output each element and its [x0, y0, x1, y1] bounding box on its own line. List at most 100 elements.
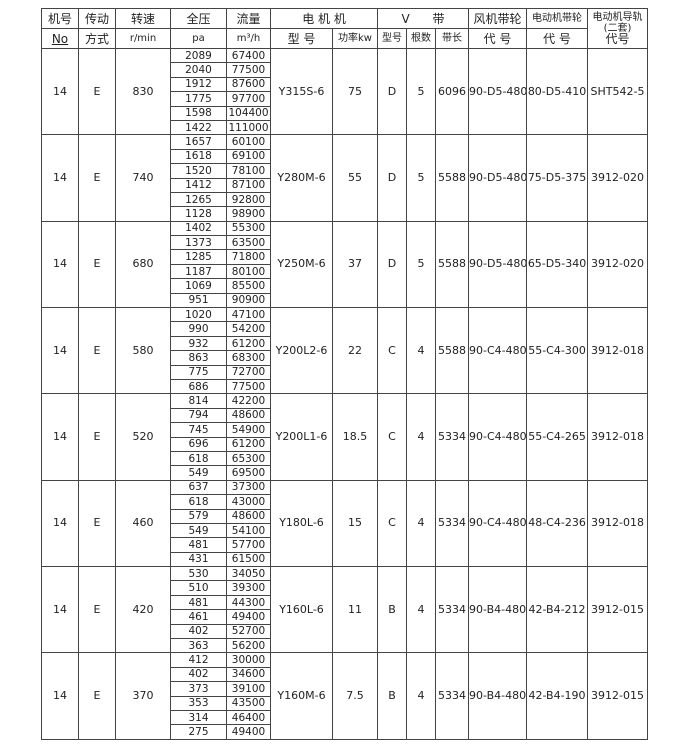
cell-pressure: 549	[170, 522, 227, 539]
cell-rail: 3912-020	[587, 134, 649, 222]
cell-pressure: 412	[170, 652, 227, 668]
table-row: 863 68300	[42, 350, 648, 366]
table-row: 549 54100	[42, 522, 648, 539]
cell-rail: 3912-018	[587, 307, 649, 395]
cell-pressure: 814	[170, 393, 227, 409]
table-row: 402 52700	[42, 623, 648, 640]
cell-drive: E	[78, 652, 116, 740]
cell-motor-power: 75	[331, 47, 379, 136]
header-flow-sub: m³/h	[226, 28, 271, 49]
cell-belt-type: D	[377, 220, 408, 309]
cell-drive: E	[78, 134, 116, 222]
cell-belt-count: 4	[406, 307, 437, 395]
cell-drive: E	[78, 566, 116, 654]
cell-pressure: 618	[170, 450, 227, 467]
cell-speed: 520	[115, 393, 171, 481]
cell-fan-pulley: 90-D5-480	[468, 47, 528, 136]
cell-motor-pulley: 55-C4-300	[526, 307, 589, 395]
header-drive-sub: 方式	[78, 28, 116, 49]
cell-flow: 85500	[226, 278, 271, 294]
cell-speed: 460	[115, 479, 171, 568]
header-motor-pulley-sub: 代 号	[526, 28, 589, 49]
header-drive: 传动	[78, 8, 116, 29]
table-row: 745 54900	[42, 422, 648, 438]
cell-no: 14	[41, 47, 79, 136]
cell-belt-count: 4	[406, 479, 437, 568]
cell-pressure: 353	[170, 695, 227, 711]
header-motor-power: 功率kw	[331, 28, 379, 49]
cell-flow: 68300	[226, 350, 271, 366]
fan-spec-table: 机号 传动 转速 全压 流量 电 机 机 V 带 风机带轮 电动机带轮 电动机导…	[41, 8, 649, 740]
cell-motor-power: 7.5	[331, 652, 379, 740]
cell-fan-pulley: 90-D5-480	[468, 134, 528, 222]
cell-pressure: 775	[170, 364, 227, 380]
cell-flow: 60100	[226, 134, 271, 150]
table-row: 14 E 420 530 34050 Y160L-6 11 B 4 5334 90-B4-480 42…	[41, 566, 649, 654]
table-row: 14 E 580 1020 47100 Y200L2-6 22 C 4 5588 90-C4-480…	[41, 307, 649, 395]
cell-motor-pulley: 42-B4-212	[526, 566, 589, 654]
cell-pressure: 1285	[170, 249, 227, 265]
cell-flow: 57700	[226, 537, 271, 553]
cell-flow: 30000	[226, 652, 271, 668]
cell-pressure: 510	[170, 580, 227, 596]
cell-fan-pulley: 90-C4-480	[468, 307, 528, 395]
cell-motor-power: 18.5	[331, 393, 379, 481]
table-row: 481 44300	[42, 594, 648, 611]
table-row: 1128 98900	[42, 206, 648, 222]
cell-flow: 54200	[226, 321, 271, 337]
cell-flow: 44300	[226, 594, 271, 611]
cell-no: 14	[41, 134, 79, 222]
header-motor: 电 机 机	[269, 8, 379, 29]
table-row: 1422 111000	[42, 119, 648, 136]
table-row: 1373 63500	[42, 235, 648, 251]
cell-belt-length: 5588	[435, 134, 470, 222]
header-no-sub: No	[41, 28, 79, 49]
cell-motor-model: Y315S-6	[270, 47, 333, 136]
table-row: 775 72700	[42, 364, 648, 380]
table-row: 1265 92800	[42, 191, 648, 208]
cell-motor-pulley: 55-C4-265	[526, 393, 589, 481]
cell-pressure: 990	[170, 321, 227, 337]
table-row: 14 E 370 412 30000 Y160M-6 7.5 B 4 5334 90-B4-480 4…	[41, 652, 649, 740]
cell-pressure: 431	[170, 551, 227, 568]
cell-no: 14	[41, 220, 79, 309]
cell-flow: 77500	[226, 62, 271, 78]
cell-belt-length: 5588	[435, 220, 470, 309]
cell-flow: 71800	[226, 249, 271, 265]
cell-flow: 43000	[226, 494, 271, 510]
cell-belt-count: 4	[406, 652, 437, 740]
cell-pressure: 373	[170, 681, 227, 697]
cell-belt-count: 5	[406, 47, 437, 136]
cell-pressure: 951	[170, 292, 227, 309]
cell-motor-model: Y200L1-6	[270, 393, 333, 481]
table-row: 1520 78100	[42, 163, 648, 179]
cell-flow: 49400	[226, 724, 271, 740]
cell-flow: 92800	[226, 191, 271, 208]
table-row: 402 34600	[42, 666, 648, 683]
cell-flow: 77500	[226, 378, 271, 395]
cell-belt-length: 6096	[435, 47, 470, 136]
cell-flow: 54100	[226, 522, 271, 539]
cell-flow: 104400	[226, 105, 271, 121]
table-row: 431 61500	[42, 551, 648, 568]
cell-speed: 830	[115, 47, 171, 136]
cell-flow: 52700	[226, 623, 271, 640]
cell-drive: E	[78, 479, 116, 568]
cell-flow: 69500	[226, 465, 271, 481]
cell-pressure: 1128	[170, 206, 227, 222]
table-row: 686 77500	[42, 378, 648, 395]
cell-belt-type: C	[377, 307, 408, 395]
cell-no: 14	[41, 307, 79, 395]
cell-rail: 3912-015	[587, 652, 649, 740]
cell-flow: 87600	[226, 76, 271, 93]
cell-belt-type: C	[377, 479, 408, 568]
cell-pressure: 275	[170, 724, 227, 740]
cell-flow: 55300	[226, 220, 271, 237]
cell-motor-pulley: 65-D5-340	[526, 220, 589, 309]
cell-rail: 3912-020	[587, 220, 649, 309]
cell-pressure: 402	[170, 666, 227, 683]
cell-rail: 3912-015	[587, 566, 649, 654]
cell-motor-pulley: 80-D5-410	[526, 47, 589, 136]
cell-pressure: 402	[170, 623, 227, 640]
cell-drive: E	[78, 307, 116, 395]
